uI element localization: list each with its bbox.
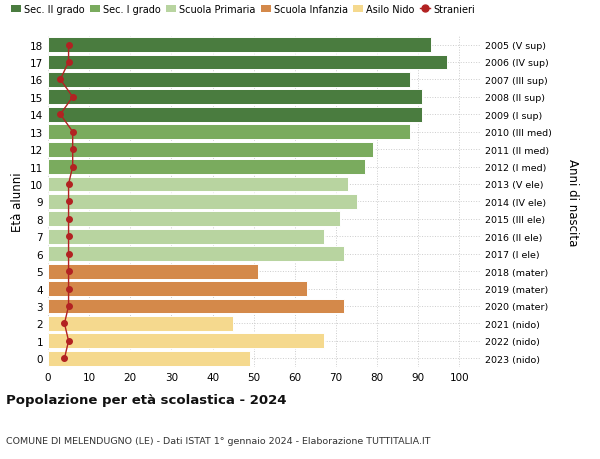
Bar [48,125,410,140]
Text: COMUNE DI MELENDUGNO (LE) - Dati ISTAT 1° gennaio 2024 - Elaborazione TUTTITALIA: COMUNE DI MELENDUGNO (LE) - Dati ISTAT 1… [6,436,431,445]
Legend: Sec. II grado, Sec. I grado, Scuola Primaria, Scuola Infanzia, Asilo Nido, Stran: Sec. II grado, Sec. I grado, Scuola Prim… [11,5,475,15]
Y-axis label: Anni di nascita: Anni di nascita [566,158,578,246]
Bar [48,230,323,244]
Bar [48,247,344,262]
Text: Popolazione per età scolastica - 2024: Popolazione per età scolastica - 2024 [6,393,287,406]
Bar [48,73,410,88]
Bar [48,281,307,297]
Bar [48,142,373,157]
Bar [48,195,356,209]
Bar [48,334,323,348]
Bar [48,90,422,105]
Bar [48,56,447,70]
Bar [48,107,422,123]
Bar [48,351,250,366]
Bar [48,177,349,192]
Bar [48,160,365,174]
Bar [48,38,431,53]
Y-axis label: Età alunni: Età alunni [11,172,25,232]
Bar [48,212,340,227]
Bar [48,316,233,331]
Bar [48,264,258,279]
Bar [48,299,344,313]
